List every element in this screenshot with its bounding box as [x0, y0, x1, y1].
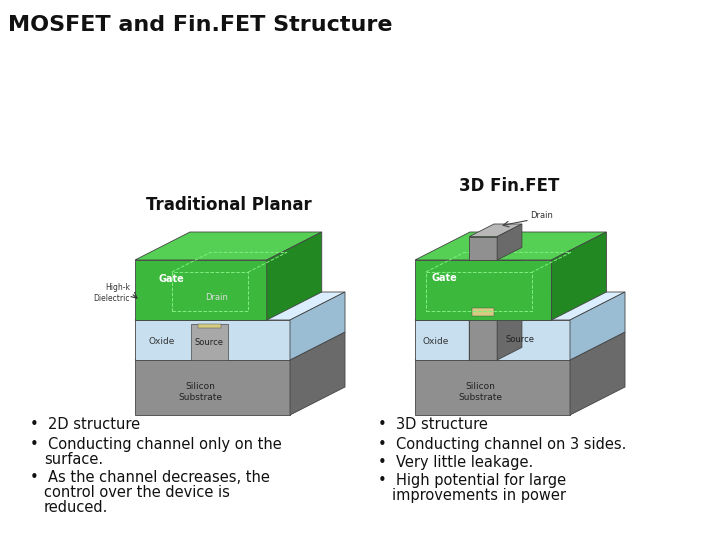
Text: •  3D structure: • 3D structure [378, 417, 488, 432]
Text: Silicon
Substrate: Silicon Substrate [458, 382, 502, 402]
Text: •  As the channel decreases, the: • As the channel decreases, the [30, 470, 270, 485]
Text: •  Conducting channel only on the: • Conducting channel only on the [30, 437, 282, 452]
Text: Source: Source [505, 335, 534, 345]
Polygon shape [469, 245, 497, 360]
Polygon shape [497, 320, 570, 360]
Text: reduced.: reduced. [44, 500, 109, 515]
Text: Source: Source [195, 338, 224, 347]
Text: control over the device is: control over the device is [44, 485, 230, 500]
Polygon shape [469, 224, 522, 237]
Text: Gate: Gate [431, 273, 457, 283]
Polygon shape [497, 232, 522, 360]
Text: •  Very little leakage.: • Very little leakage. [378, 455, 534, 470]
Polygon shape [497, 224, 522, 260]
Text: improvements in power: improvements in power [392, 488, 566, 503]
Polygon shape [552, 232, 606, 320]
Polygon shape [135, 360, 290, 415]
Polygon shape [290, 332, 345, 415]
Polygon shape [135, 292, 345, 320]
Polygon shape [469, 232, 522, 245]
Text: Drain: Drain [530, 211, 553, 220]
Polygon shape [415, 332, 625, 360]
Text: High-k
Dielectric: High-k Dielectric [94, 284, 130, 303]
Polygon shape [570, 332, 625, 415]
Polygon shape [415, 292, 524, 320]
Polygon shape [415, 260, 552, 320]
Text: •  2D structure: • 2D structure [30, 417, 140, 432]
Polygon shape [415, 232, 606, 260]
Text: surface.: surface. [44, 452, 103, 467]
Text: Silicon
Substrate: Silicon Substrate [178, 382, 222, 402]
Polygon shape [415, 360, 570, 415]
Polygon shape [497, 292, 625, 320]
Polygon shape [198, 324, 220, 328]
Text: Oxide: Oxide [148, 338, 174, 347]
Text: Gate: Gate [158, 274, 184, 284]
Polygon shape [135, 260, 266, 320]
Text: Oxide: Oxide [423, 338, 449, 347]
Polygon shape [135, 332, 345, 360]
Polygon shape [191, 324, 228, 360]
Polygon shape [570, 292, 625, 360]
Polygon shape [472, 308, 495, 316]
Text: •  Conducting channel on 3 sides.: • Conducting channel on 3 sides. [378, 437, 626, 452]
Text: •  High potential for large: • High potential for large [378, 473, 566, 488]
Polygon shape [135, 232, 322, 260]
Polygon shape [135, 320, 290, 360]
Text: Traditional Planar: Traditional Planar [146, 196, 312, 214]
Polygon shape [290, 292, 345, 360]
Text: 3D Fin.FET: 3D Fin.FET [459, 177, 559, 195]
Polygon shape [415, 320, 469, 360]
Text: Drain: Drain [205, 293, 228, 302]
Polygon shape [266, 232, 322, 320]
Text: MOSFET and Fin.FET Structure: MOSFET and Fin.FET Structure [8, 15, 392, 35]
Polygon shape [469, 292, 524, 360]
Polygon shape [469, 237, 497, 260]
